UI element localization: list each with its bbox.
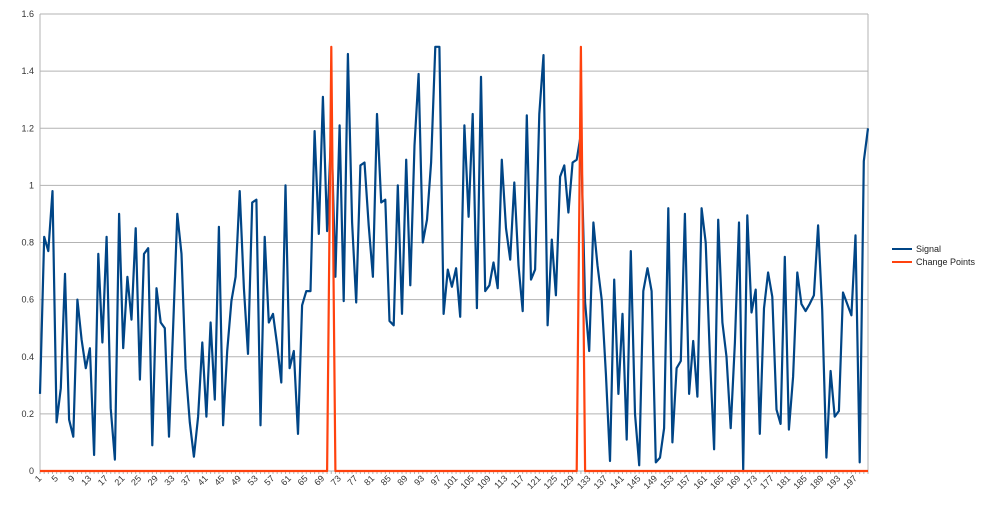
x-tick-label: 81 xyxy=(362,473,376,487)
x-tick-label: 109 xyxy=(475,473,493,491)
x-axis-ticks: 1 5 9 13 17 21 25 29 33 37 41 45 49 53 57 61 65 69 73 77 81 8… xyxy=(33,471,869,491)
x-tick-label: 173 xyxy=(741,473,759,491)
x-tick-label: 141 xyxy=(608,473,626,491)
y-tick-label: 0.8 xyxy=(21,238,34,248)
x-tick-label: 185 xyxy=(791,473,809,491)
x-tick-label: 197 xyxy=(841,473,859,491)
x-tick-label: 145 xyxy=(625,473,643,491)
x-tick-label: 9 xyxy=(66,473,77,484)
x-tick-label: 73 xyxy=(329,473,343,487)
x-tick-label: 129 xyxy=(558,473,576,491)
x-tick-label: 157 xyxy=(675,473,693,491)
x-tick-label: 121 xyxy=(525,473,543,491)
x-tick-label: 117 xyxy=(509,473,526,490)
x-tick-label: 137 xyxy=(592,473,610,491)
x-tick-label: 17 xyxy=(96,473,110,487)
x-tick-label: 21 xyxy=(112,473,126,487)
legend-swatch-signal xyxy=(892,247,912,250)
x-tick-label: 189 xyxy=(808,473,826,491)
x-tick-label: 25 xyxy=(129,473,143,487)
x-tick-label: 33 xyxy=(162,473,176,487)
x-tick-label: 57 xyxy=(262,473,276,487)
y-tick-label: 0.4 xyxy=(21,352,34,362)
x-tick-label: 1 xyxy=(33,473,44,484)
y-tick-label: 0 xyxy=(29,466,34,476)
legend-item-signal: Signal xyxy=(892,242,975,255)
x-tick-label: 165 xyxy=(708,473,726,491)
x-tick-label: 105 xyxy=(458,473,476,491)
x-tick-label: 177 xyxy=(758,473,776,491)
x-tick-label: 77 xyxy=(345,473,359,487)
y-axis-ticks: 0 0.2 0.4 0.6 0.8 1 1.2 1.4 1.6 xyxy=(21,9,34,476)
x-tick-label: 53 xyxy=(246,473,260,487)
x-tick-label: 69 xyxy=(312,473,326,487)
x-tick-label: 89 xyxy=(395,473,409,487)
x-tick-label: 41 xyxy=(196,473,210,487)
legend-label: Change Points xyxy=(916,256,976,267)
x-tick-label: 5 xyxy=(49,473,60,484)
y-tick-label: 1.6 xyxy=(21,9,34,19)
legend-item-change-points: Change Points xyxy=(892,255,975,268)
x-tick-label: 97 xyxy=(429,473,443,487)
grid-lines xyxy=(39,13,869,472)
x-tick-label: 193 xyxy=(825,473,843,491)
x-tick-label: 85 xyxy=(379,473,393,487)
x-tick-label: 169 xyxy=(725,473,743,491)
series-change-points-line xyxy=(40,45,868,473)
x-tick-label: 61 xyxy=(279,473,293,487)
y-tick-label: 1 xyxy=(29,180,34,190)
series-signal-line xyxy=(38,45,870,471)
x-tick-label: 133 xyxy=(575,473,593,491)
x-tick-label: 49 xyxy=(229,473,243,487)
y-tick-label: 0.2 xyxy=(21,409,34,419)
series-lines xyxy=(38,45,870,473)
y-tick-label: 0.6 xyxy=(21,295,34,305)
x-tick-label: 93 xyxy=(412,473,426,487)
x-tick-label: 37 xyxy=(179,473,193,487)
x-tick-label: 161 xyxy=(691,473,709,491)
x-tick-label: 125 xyxy=(542,473,560,491)
x-tick-label: 153 xyxy=(658,473,676,491)
x-tick-label: 65 xyxy=(296,473,310,487)
y-tick-label: 1.4 xyxy=(21,66,34,76)
legend-swatch-change-points xyxy=(892,260,912,263)
y-tick-label: 1.2 xyxy=(21,123,34,133)
x-tick-label: 29 xyxy=(146,473,160,487)
x-tick-label: 181 xyxy=(775,473,793,491)
x-tick-label: 13 xyxy=(79,473,93,487)
legend: Signal Change Points xyxy=(892,242,975,268)
legend-label: Signal xyxy=(916,243,942,254)
x-tick-label: 149 xyxy=(642,473,660,491)
x-tick-label: 45 xyxy=(212,473,226,487)
x-tick-label: 101 xyxy=(442,473,460,491)
x-tick-label: 113 xyxy=(492,473,509,490)
